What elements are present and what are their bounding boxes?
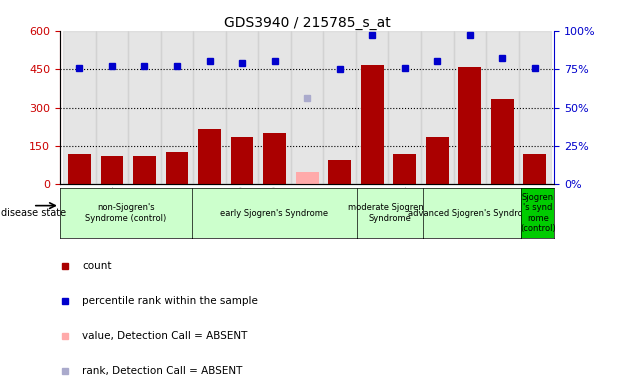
Bar — [68, 154, 91, 184]
Bar — [258, 31, 291, 184]
Bar — [421, 31, 454, 184]
Bar — [193, 31, 226, 184]
Bar — [454, 31, 486, 184]
Text: advanced Sjogren's Syndrome: advanced Sjogren's Syndrome — [408, 209, 536, 218]
Bar — [389, 31, 421, 184]
Bar — [361, 65, 384, 184]
Text: Sjogren
's synd
rome
(control): Sjogren 's synd rome (control) — [520, 193, 556, 233]
Text: non-Sjogren's
Syndrome (control): non-Sjogren's Syndrome (control) — [85, 204, 166, 223]
Bar — [128, 31, 161, 184]
Bar — [491, 99, 513, 184]
Bar — [133, 156, 156, 184]
Bar — [263, 133, 286, 184]
Bar — [63, 31, 96, 184]
Bar — [96, 31, 128, 184]
Bar — [323, 31, 356, 184]
Bar — [459, 66, 481, 184]
Bar — [393, 154, 416, 184]
Bar — [161, 31, 193, 184]
Bar — [101, 156, 123, 184]
Bar — [226, 31, 258, 184]
Text: disease state: disease state — [1, 208, 66, 218]
Bar — [291, 31, 323, 184]
Bar — [356, 31, 389, 184]
Title: GDS3940 / 215785_s_at: GDS3940 / 215785_s_at — [224, 16, 391, 30]
Text: percentile rank within the sample: percentile rank within the sample — [82, 296, 258, 306]
Bar — [231, 137, 253, 184]
Bar — [518, 31, 551, 184]
Text: rank, Detection Call = ABSENT: rank, Detection Call = ABSENT — [82, 366, 243, 376]
Bar — [524, 154, 546, 184]
Bar — [198, 129, 221, 184]
Bar — [295, 172, 319, 184]
Bar — [486, 31, 518, 184]
Text: count: count — [82, 261, 112, 271]
Text: moderate Sjogren's
Syndrome: moderate Sjogren's Syndrome — [348, 204, 431, 223]
Bar — [328, 160, 351, 184]
Text: value, Detection Call = ABSENT: value, Detection Call = ABSENT — [82, 331, 248, 341]
Bar — [166, 152, 188, 184]
Bar — [426, 137, 449, 184]
Text: early Sjogren's Syndrome: early Sjogren's Syndrome — [220, 209, 328, 218]
